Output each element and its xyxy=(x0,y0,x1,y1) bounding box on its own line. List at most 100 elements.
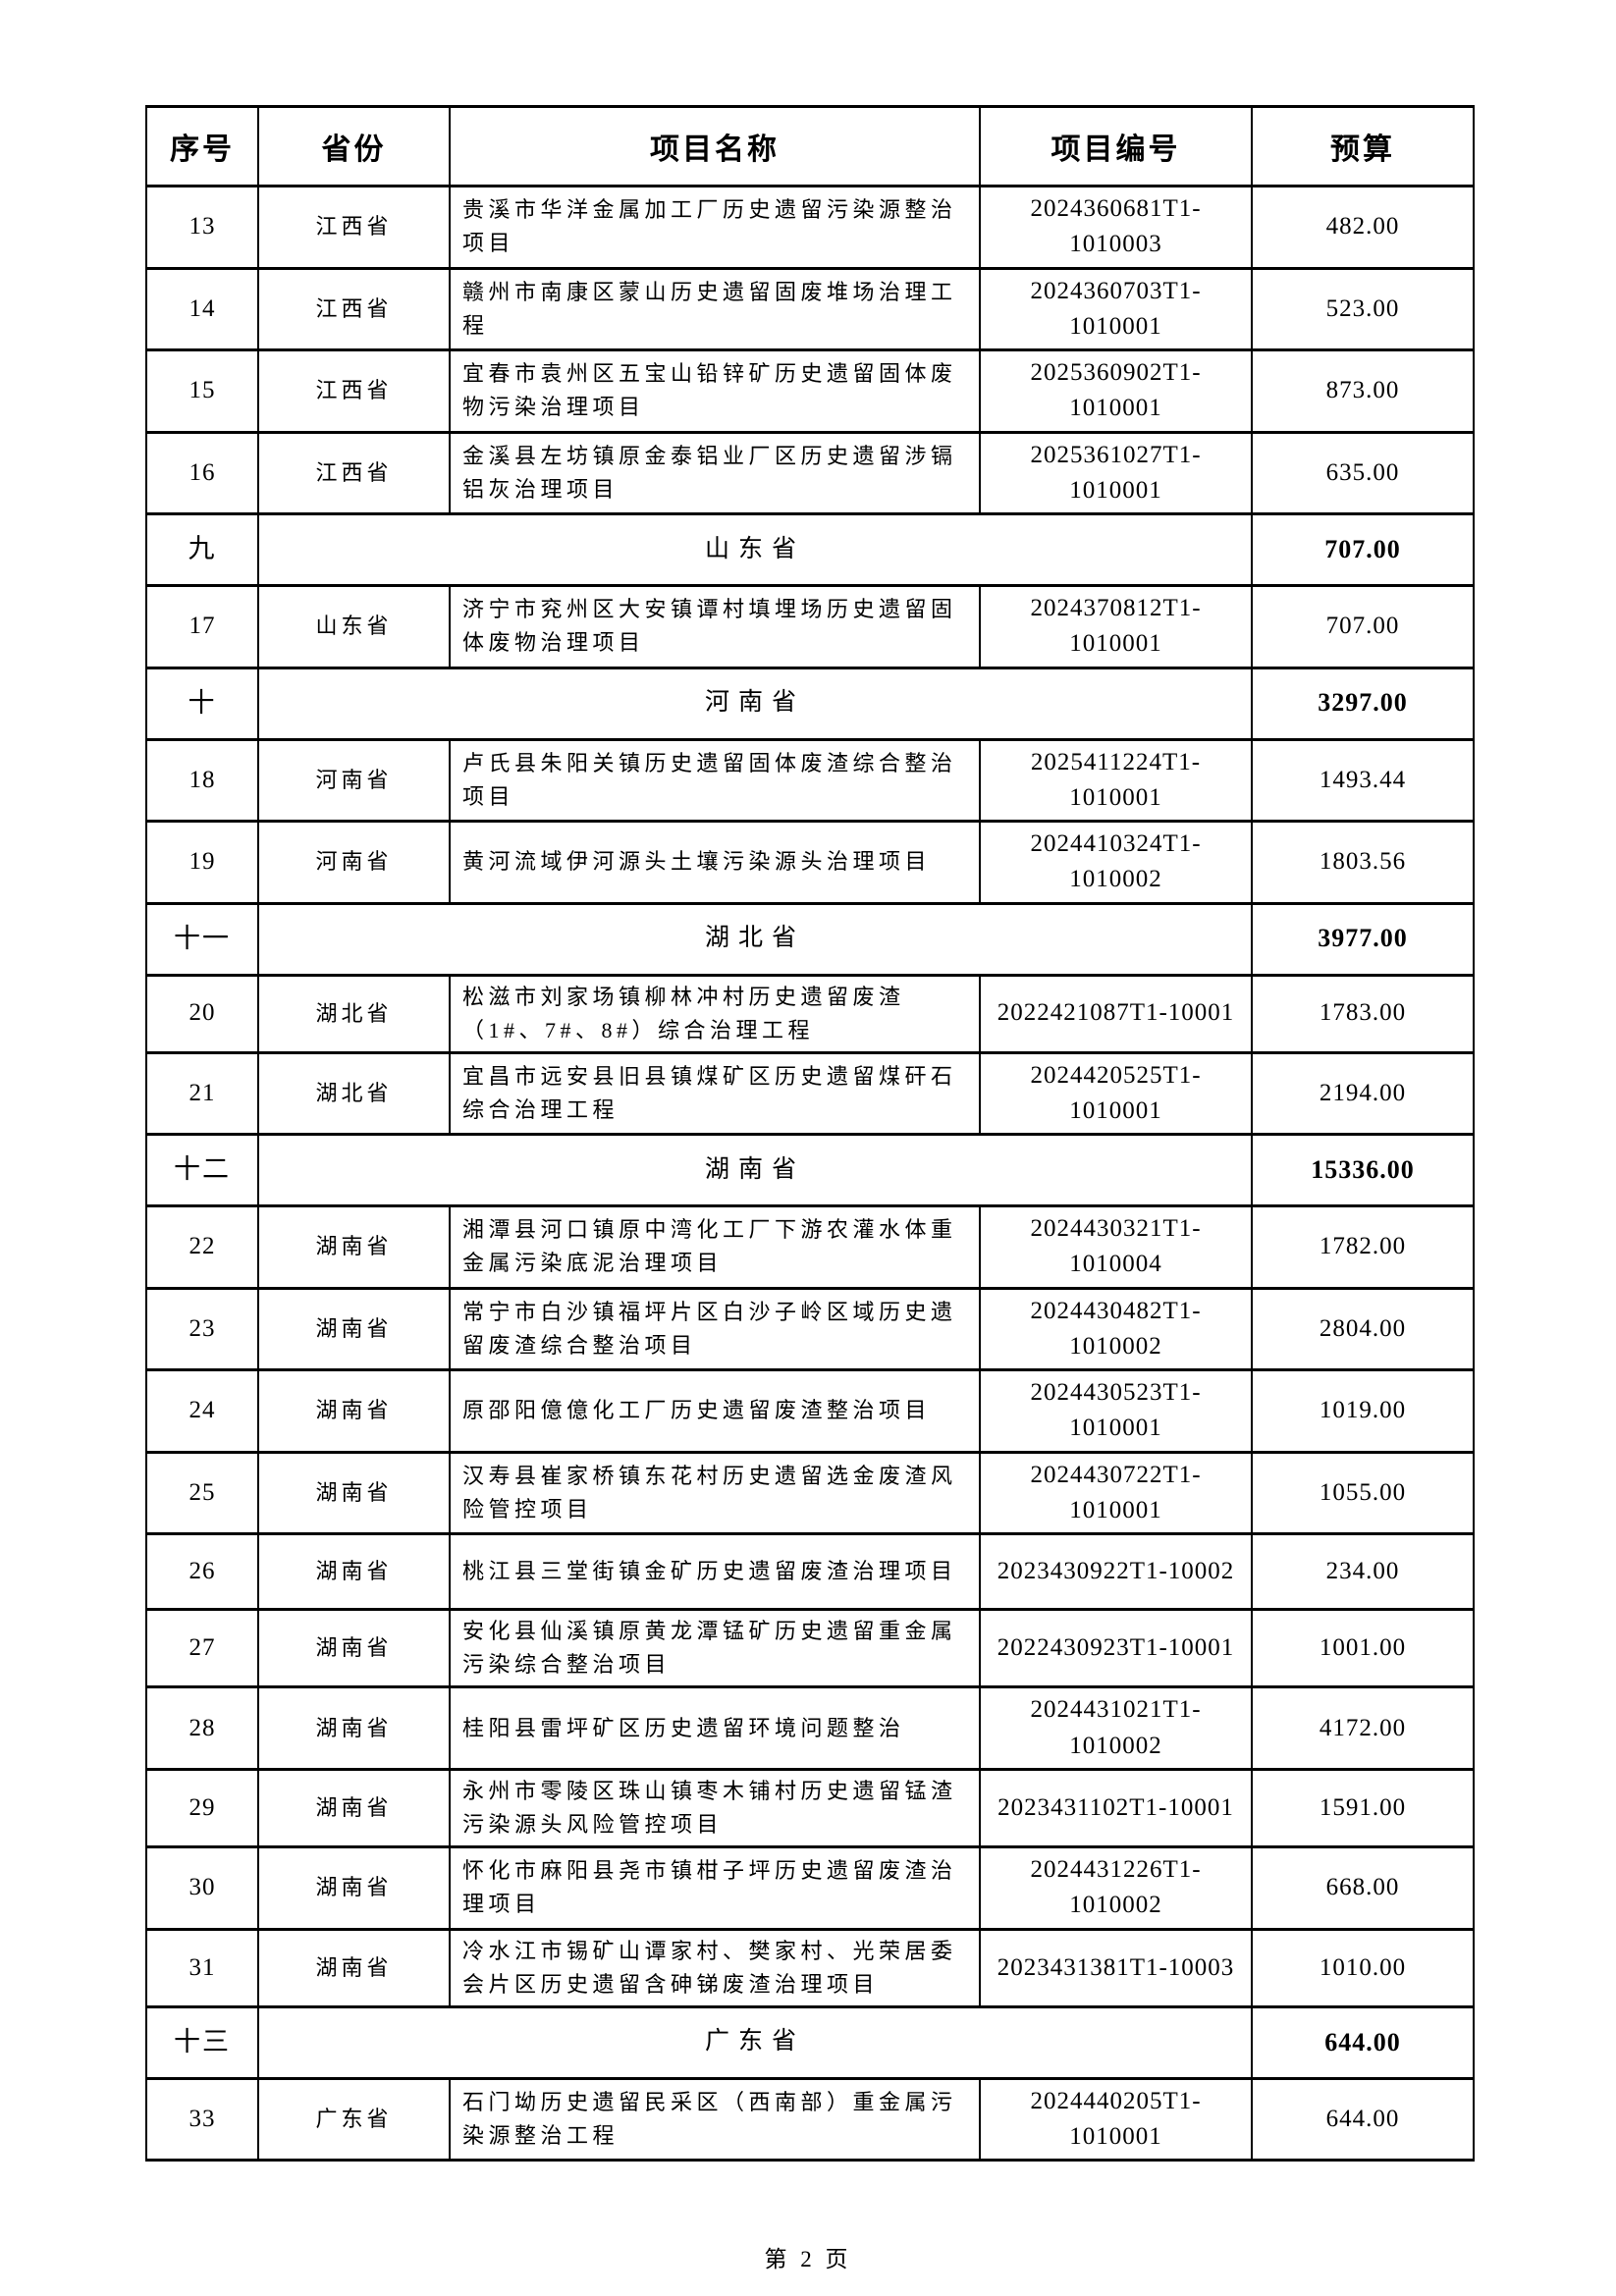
cell-section-budget: 15336.00 xyxy=(1251,1133,1475,1207)
cell-name: 宜春市袁州区五宝山铅锌矿历史遗留固体废物污染治理项目 xyxy=(449,348,981,433)
cell-budget: 1783.00 xyxy=(1251,973,1475,1054)
cell-no: 18 xyxy=(145,738,259,823)
header-cell-no: 序号 xyxy=(145,105,259,187)
cell-province: 湖南省 xyxy=(257,1451,451,1535)
cell-section-no: 十一 xyxy=(145,902,259,976)
page-number: 第 2 页 xyxy=(764,2247,852,2272)
cell-section-no: 十 xyxy=(145,667,259,740)
cell-name: 卢氏县朱阳关镇历史遗留固体废渣综合整治项目 xyxy=(449,738,981,823)
cell-section-budget: 3297.00 xyxy=(1251,667,1475,740)
cell-no: 15 xyxy=(145,348,259,433)
cell-name: 汉寿县崔家桥镇东花村历史遗留选金废渣风险管控项目 xyxy=(449,1451,981,1535)
cell-code: 2023431381T1-10003 xyxy=(979,1928,1253,2008)
cell-section-no: 九 xyxy=(145,512,259,587)
cell-name: 金溪县左坊镇原金泰铝业厂区历史遗留涉镉铝灰治理项目 xyxy=(449,431,981,515)
cell-province: 江西省 xyxy=(257,348,451,433)
table-row: 30 湖南省 怀化市麻阳县尧市镇柑子坪历史遗留废渣治理项目 2024431226… xyxy=(145,1845,1475,1931)
table-row: 17 山东省 济宁市兖州区大安镇谭村填埋场历史遗留固体废物治理项目 202437… xyxy=(145,584,1475,668)
cell-name: 冷水江市锡矿山谭家村、樊家村、光荣居委会片区历史遗留含砷锑废渣治理项目 xyxy=(449,1928,981,2008)
cell-budget: 482.00 xyxy=(1251,185,1475,269)
table-row: 13 江西省 贵溪市华洋金属加工厂历史遗留污染源整治项目 2024360681T… xyxy=(145,185,1475,269)
table-row: 33 广东省 石门坳历史遗留民采区（西南部）重金属污染源整治工程 2024440… xyxy=(145,2077,1475,2162)
cell-province: 湖南省 xyxy=(257,1928,451,2008)
cell-code: 2024431021T1- 1010002 xyxy=(979,1685,1253,1771)
cell-budget: 1055.00 xyxy=(1251,1451,1475,1535)
cell-budget: 2804.00 xyxy=(1251,1287,1475,1371)
cell-no: 28 xyxy=(145,1685,259,1771)
cell-budget: 668.00 xyxy=(1251,1845,1475,1931)
table-row: 29 湖南省 永州市零陵区珠山镇枣木铺村历史遗留锰渣污染源头风险管控项目 202… xyxy=(145,1768,1475,1848)
projects-table: 序号 省份 项目名称 项目编号 预算 13 江西省 贵溪市华洋金属加工厂历史遗留污染源整… xyxy=(145,105,1475,2162)
cell-province: 广东省 xyxy=(257,2077,451,2162)
cell-budget: 4172.00 xyxy=(1251,1685,1475,1771)
cell-code: 2025361027T1- 1010001 xyxy=(979,431,1253,515)
cell-no: 19 xyxy=(145,820,259,904)
table-row: 14 江西省 赣州市南康区蒙山历史遗留固废堆场治理工程 2024360703T1… xyxy=(145,267,1475,351)
cell-budget: 635.00 xyxy=(1251,431,1475,515)
cell-budget: 873.00 xyxy=(1251,348,1475,433)
cell-no: 25 xyxy=(145,1451,259,1535)
cell-name: 怀化市麻阳县尧市镇柑子坪历史遗留废渣治理项目 xyxy=(449,1845,981,1931)
cell-budget: 1493.44 xyxy=(1251,738,1475,823)
table-row: 18 河南省 卢氏县朱阳关镇历史遗留固体废渣综合整治项目 2025411224T… xyxy=(145,738,1475,823)
cell-code: 2024420525T1- 1010001 xyxy=(979,1051,1253,1136)
cell-province: 湖北省 xyxy=(257,973,451,1054)
cell-code: 2024370812T1- 1010001 xyxy=(979,584,1253,668)
table-row: 27 湖南省 安化县仙溪镇原黄龙潭锰矿历史遗留重金属污染综合整治项目 20224… xyxy=(145,1608,1475,1688)
cell-budget: 523.00 xyxy=(1251,267,1475,351)
cell-name: 永州市零陵区珠山镇枣木铺村历史遗留锰渣污染源头风险管控项目 xyxy=(449,1768,981,1848)
table-row: 25 湖南省 汉寿县崔家桥镇东花村历史遗留选金废渣风险管控项目 20244307… xyxy=(145,1451,1475,1535)
cell-budget: 1019.00 xyxy=(1251,1368,1475,1454)
cell-budget: 1010.00 xyxy=(1251,1928,1475,2008)
table-row: 26 湖南省 桃江县三堂街镇金矿历史遗留废渣治理项目 2023430922T1-… xyxy=(145,1532,1475,1611)
cell-budget: 644.00 xyxy=(1251,2077,1475,2162)
cell-province: 湖南省 xyxy=(257,1608,451,1688)
cell-name: 桃江县三堂街镇金矿历史遗留废渣治理项目 xyxy=(449,1532,981,1611)
cell-section-budget: 707.00 xyxy=(1251,512,1475,587)
cell-code: 2024440205T1- 1010001 xyxy=(979,2077,1253,2162)
cell-section-province: 湖北省 xyxy=(257,902,1253,976)
cell-province: 湖北省 xyxy=(257,1051,451,1136)
header-cell-name: 项目名称 xyxy=(449,105,981,187)
cell-code: 2024360681T1- 1010003 xyxy=(979,185,1253,269)
cell-code: 2024430523T1- 1010001 xyxy=(979,1368,1253,1454)
table-row: 24 湖南省 原邵阳億億化工厂历史遗留废渣整治项目 2024430523T1- … xyxy=(145,1368,1475,1454)
cell-code: 2022421087T1-10001 xyxy=(979,973,1253,1054)
cell-province: 湖南省 xyxy=(257,1768,451,1848)
section-row: 十三 广东省 644.00 xyxy=(145,2005,1475,2080)
table-row: 15 江西省 宜春市袁州区五宝山铅锌矿历史遗留固体废物污染治理项目 202536… xyxy=(145,348,1475,433)
cell-code: 2023430922T1-10002 xyxy=(979,1532,1253,1611)
cell-code: 2024410324T1- 1010002 xyxy=(979,820,1253,904)
cell-name: 宜昌市远安县旧县镇煤矿区历史遗留煤矸石综合治理工程 xyxy=(449,1051,981,1136)
cell-province: 湖南省 xyxy=(257,1685,451,1771)
cell-province: 河南省 xyxy=(257,738,451,823)
cell-no: 24 xyxy=(145,1368,259,1454)
cell-budget: 234.00 xyxy=(1251,1532,1475,1611)
cell-no: 31 xyxy=(145,1928,259,2008)
cell-province: 江西省 xyxy=(257,267,451,351)
cell-code: 2024430321T1- 1010004 xyxy=(979,1204,1253,1290)
cell-no: 13 xyxy=(145,185,259,269)
table-row: 31 湖南省 冷水江市锡矿山谭家村、樊家村、光荣居委会片区历史遗留含砷锑废渣治理… xyxy=(145,1928,1475,2008)
cell-name: 安化县仙溪镇原黄龙潭锰矿历史遗留重金属污染综合整治项目 xyxy=(449,1608,981,1688)
cell-budget: 1782.00 xyxy=(1251,1204,1475,1290)
cell-province: 江西省 xyxy=(257,431,451,515)
table-row: 16 江西省 金溪县左坊镇原金泰铝业厂区历史遗留涉镉铝灰治理项目 2025361… xyxy=(145,431,1475,515)
cell-budget: 707.00 xyxy=(1251,584,1475,668)
cell-province: 湖南省 xyxy=(257,1532,451,1611)
header-cell-budget: 预算 xyxy=(1251,105,1475,187)
cell-province: 河南省 xyxy=(257,820,451,904)
cell-no: 29 xyxy=(145,1768,259,1848)
cell-name: 桂阳县雷坪矿区历史遗留环境问题整治 xyxy=(449,1685,981,1771)
cell-code: 2024430722T1- 1010001 xyxy=(979,1451,1253,1535)
table-row: 21 湖北省 宜昌市远安县旧县镇煤矿区历史遗留煤矸石综合治理工程 2024420… xyxy=(145,1051,1475,1136)
cell-name: 湘潭县河口镇原中湾化工厂下游农灌水体重金属污染底泥治理项目 xyxy=(449,1204,981,1290)
cell-code: 2024360703T1- 1010001 xyxy=(979,267,1253,351)
cell-no: 16 xyxy=(145,431,259,515)
cell-section-no: 十三 xyxy=(145,2005,259,2080)
cell-section-province: 河南省 xyxy=(257,667,1253,740)
table-row: 20 湖北省 松滋市刘家场镇柳林冲村历史遗留废渣（1#、7#、8#）综合治理工程… xyxy=(145,973,1475,1054)
cell-name: 松滋市刘家场镇柳林冲村历史遗留废渣（1#、7#、8#）综合治理工程 xyxy=(449,973,981,1054)
cell-name: 黄河流域伊河源头土壤污染源头治理项目 xyxy=(449,820,981,904)
